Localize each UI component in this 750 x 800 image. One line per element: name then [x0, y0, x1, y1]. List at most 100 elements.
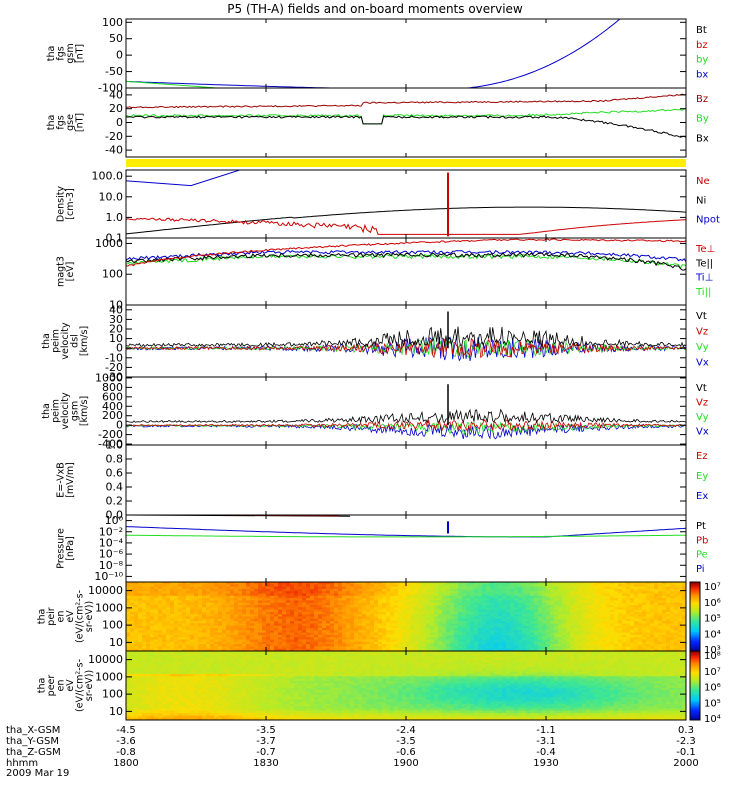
- heat-cell: [518, 607, 523, 611]
- heat-cell: [374, 644, 379, 647]
- heat-cell: [534, 630, 539, 634]
- heat-cell: [386, 641, 391, 645]
- heat-cell: [362, 644, 367, 647]
- heat-cell: [218, 614, 223, 618]
- heat-cell: [358, 586, 363, 590]
- heat-cell: [354, 628, 359, 631]
- heat-cell: [590, 639, 595, 643]
- heat-cell: [402, 632, 407, 636]
- heat-cell: [130, 618, 135, 622]
- heat-cell: [410, 632, 415, 636]
- heat-cell: [254, 621, 259, 624]
- heat-cell: [158, 616, 163, 620]
- heat-cell: [398, 634, 403, 638]
- heat-cell: [418, 584, 423, 588]
- heat-cell: [246, 646, 251, 650]
- heat-cell: [202, 694, 207, 698]
- heat-cell: [678, 628, 683, 631]
- heat-cell: [534, 611, 539, 615]
- heat-cell: [202, 655, 207, 659]
- heat-cell: [358, 607, 363, 611]
- heat-cell: [298, 605, 303, 608]
- heat-cell: [286, 609, 291, 613]
- heat-cell: [138, 697, 143, 700]
- heat-cell: [250, 628, 255, 631]
- heat-cell: [226, 692, 231, 696]
- heat-cell: [146, 628, 151, 631]
- heat-cell: [418, 623, 423, 627]
- heat-cell: [202, 710, 207, 714]
- heat-cell: [186, 584, 191, 588]
- heat-cell: [198, 655, 203, 659]
- heat-cell: [506, 598, 511, 601]
- heat-cell: [370, 646, 375, 650]
- heat-cell: [390, 634, 395, 638]
- heat-cell: [562, 618, 567, 622]
- heat-cell: [306, 591, 311, 595]
- heat-cell: [330, 602, 335, 606]
- heat-cell: [542, 641, 547, 645]
- heat-cell: [526, 637, 531, 641]
- heat-cell: [170, 644, 175, 647]
- heat-cell: [174, 618, 179, 622]
- heat-cell: [134, 611, 139, 615]
- heat-cell: [362, 593, 367, 597]
- heat-cell: [558, 611, 563, 615]
- heat-cell: [562, 637, 567, 641]
- heat-cell: [322, 609, 327, 613]
- heat-cell: [606, 611, 611, 615]
- heat-cell: [218, 641, 223, 645]
- heat-cell: [274, 637, 279, 641]
- heat-cell: [138, 701, 143, 705]
- heat-cell: [398, 602, 403, 606]
- heat-cell: [218, 653, 223, 657]
- heat-cell: [226, 664, 231, 668]
- heat-cell: [366, 621, 371, 624]
- heat-cell: [198, 692, 203, 696]
- heat-cell: [142, 671, 147, 675]
- heat-cell: [634, 611, 639, 615]
- heat-cell: [330, 644, 335, 647]
- heat-cell: [174, 602, 179, 606]
- heat-cell: [310, 600, 315, 604]
- heat-cell: [506, 646, 511, 650]
- heat-cell: [562, 641, 567, 645]
- heat-cell: [654, 605, 659, 608]
- heat-cell: [494, 614, 499, 618]
- heat-cell: [254, 609, 259, 613]
- heat-cell: [318, 586, 323, 590]
- heat-cell: [626, 630, 631, 634]
- heat-cell: [266, 648, 271, 651]
- heat-cell: [634, 595, 639, 599]
- heat-cell: [642, 595, 647, 599]
- heat-cell: [394, 593, 399, 597]
- heat-cell: [374, 625, 379, 629]
- heat-cell: [218, 717, 223, 720]
- heat-cell: [510, 618, 515, 622]
- heat-cell: [170, 611, 175, 615]
- heat-cell: [202, 609, 207, 613]
- heat-cell: [490, 607, 495, 611]
- heat-cell: [134, 710, 139, 714]
- heat-cell: [442, 634, 447, 638]
- heat-cell: [642, 588, 647, 592]
- heat-cell: [222, 628, 227, 631]
- heat-cell: [414, 611, 419, 615]
- heat-cell: [294, 630, 299, 634]
- heat-cell: [494, 588, 499, 592]
- heat-cell: [286, 644, 291, 647]
- heat-cell: [182, 676, 187, 680]
- heat-cell: [142, 623, 147, 627]
- heat-cell: [130, 593, 135, 597]
- heat-cell: [190, 655, 195, 659]
- heat-cell: [226, 646, 231, 650]
- heat-cell: [222, 616, 227, 620]
- heat-cell: [170, 591, 175, 595]
- heat-cell: [238, 588, 243, 592]
- heat-cell: [162, 605, 167, 608]
- heat-cell: [530, 630, 535, 634]
- heat-cell: [282, 600, 287, 604]
- heat-cell: [170, 616, 175, 620]
- heat-cell: [538, 600, 543, 604]
- heat-cell: [266, 641, 271, 645]
